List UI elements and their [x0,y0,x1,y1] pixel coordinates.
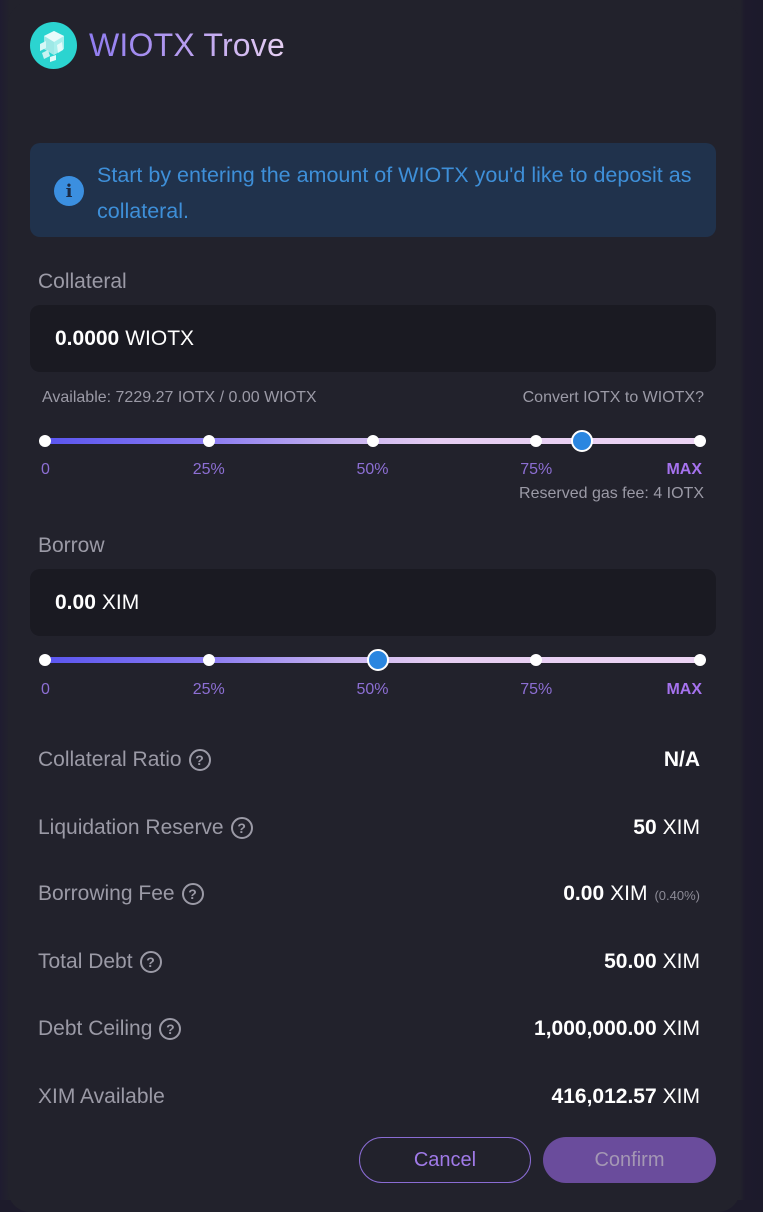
slider-label-75[interactable]: 75% [520,681,553,698]
cancel-button[interactable]: Cancel [359,1137,531,1183]
slider-label-0[interactable]: 0 [41,461,50,478]
borrow-input[interactable]: 0.00 XIM [30,569,716,636]
stat-collateral-ratio: Collateral Ratio ? N/A [38,743,700,777]
info-message: Start by entering the amount of WIOTX yo… [97,163,692,223]
slider-tick-50[interactable] [366,435,379,447]
help-icon[interactable]: ? [181,883,204,905]
collateral-label: Collateral [38,270,127,293]
slider-tick-0[interactable] [39,654,51,666]
slider-tick-75[interactable] [530,435,543,447]
stat-value: 50.00 [604,950,657,973]
collateral-input[interactable]: 0.0000 WIOTX [30,305,716,372]
stat-xim-available: XIM Available 416,012.57 XIM [38,1080,700,1114]
stat-value: 50 [633,816,657,839]
help-icon[interactable]: ? [230,817,253,839]
borrow-unit: XIM [101,590,140,614]
stat-unit: XIM [662,1085,700,1108]
slider-label-25[interactable]: 25% [192,681,225,698]
borrow-slider[interactable] [39,649,706,671]
collateral-slider[interactable] [39,430,706,452]
stat-value: 416,012.57 [551,1085,657,1108]
stat-label: Liquidation Reserve [38,816,224,839]
slider-label-50[interactable]: 50% [356,681,389,698]
borrowing-fee-percent: (0.40%) [654,888,700,903]
help-icon[interactable]: ? [139,951,162,973]
slider-label-max[interactable]: MAX [666,461,702,478]
slider-tick-max[interactable] [694,435,706,447]
info-icon: i [54,176,84,206]
reserved-gas-fee: Reserved gas fee: 4 IOTX [519,485,704,502]
stat-borrowing-fee: Borrowing Fee ? 0.00 XIM (0.40%) [38,877,700,911]
stat-unit: XIM [662,950,700,973]
header: WIOTX Trove [30,21,285,69]
slider-label-0[interactable]: 0 [41,681,50,698]
slider-label-max[interactable]: MAX [666,681,702,698]
slider-label-50[interactable]: 50% [356,461,389,478]
stat-unit: XIM [610,882,648,905]
stat-debt-ceiling: Debt Ceiling ? 1,000,000.00 XIM [38,1012,700,1046]
collateral-slider-labels: 0 25% 50% 75% MAX [41,461,702,481]
borrow-slider-thumb[interactable] [366,649,389,671]
collateral-amount: 0.0000 [55,326,120,350]
stat-unit: XIM [662,1017,700,1040]
borrow-slider-labels: 0 25% 50% 75% MAX [41,681,702,701]
stat-label: Total Debt [38,950,133,973]
borrow-amount: 0.00 [55,590,96,614]
stat-liquidation-reserve: Liquidation Reserve ? 50 XIM [38,811,700,845]
slider-label-25[interactable]: 25% [192,461,225,478]
convert-iotx-link[interactable]: Convert IOTX to WIOTX? [522,389,704,406]
info-banner: i Start by entering the amount of WIOTX … [30,143,716,237]
borrow-label: Borrow [38,534,105,557]
stat-label: Debt Ceiling [38,1017,153,1040]
help-icon[interactable]: ? [188,749,211,771]
stat-value: N/A [663,748,700,771]
slider-tick-25[interactable] [202,654,215,666]
stat-label: Borrowing Fee [38,882,175,905]
slider-tick-75[interactable] [530,654,543,666]
slider-tick-max[interactable] [694,654,706,666]
page-title: WIOTX Trove [89,26,285,63]
stat-value: 0.00 [563,882,605,905]
stat-label: XIM Available [38,1085,165,1108]
slider-tick-0[interactable] [39,435,51,447]
collateral-available: Available: 7229.27 IOTX / 0.00 WIOTX [42,389,317,406]
stat-label: Collateral Ratio [38,748,182,771]
slider-tick-25[interactable] [202,435,215,447]
slider-label-75[interactable]: 75% [520,461,553,478]
help-icon[interactable]: ? [159,1018,182,1040]
stat-unit: XIM [662,816,700,839]
iotex-logo-icon [30,21,77,69]
collateral-unit: WIOTX [125,326,195,350]
stat-total-debt: Total Debt ? 50.00 XIM [38,945,700,979]
confirm-button[interactable]: Confirm [543,1137,716,1183]
collateral-slider-thumb[interactable] [571,430,594,452]
stat-value: 1,000,000.00 [534,1017,657,1040]
